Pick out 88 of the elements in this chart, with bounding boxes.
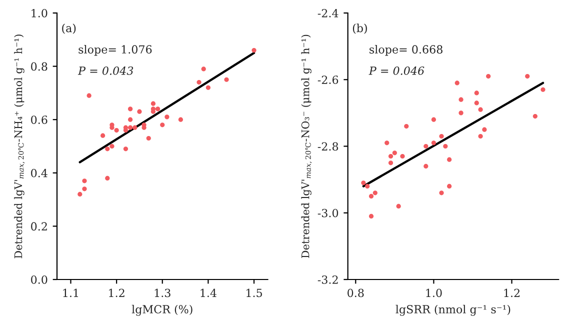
- point: [439, 190, 444, 196]
- point: [424, 144, 428, 149]
- point: [206, 85, 210, 90]
- x-tick-label: 1.2: [504, 288, 520, 298]
- y-tick-label: 0.8: [31, 62, 48, 71]
- point: [532, 114, 538, 119]
- x-tick-label: 1.1: [63, 288, 78, 298]
- point: [424, 164, 428, 169]
- y-tick-label: -2.6: [318, 76, 338, 84]
- x-axis-title: lgSRR (nmol g⁻¹ s⁻¹): [396, 304, 510, 316]
- annotation: (b): [352, 24, 367, 34]
- y-tick-label: -2.4: [318, 8, 338, 18]
- point: [388, 154, 394, 159]
- annotation: P = 0.043: [78, 66, 134, 75]
- point: [447, 184, 452, 189]
- point: [196, 80, 202, 85]
- y-axis-title: Detrended lgV'$_{max,20℃}$-NH₄⁺ (μmol g⁻¹ h⁻¹): [14, 34, 25, 258]
- point: [404, 124, 409, 129]
- point: [361, 180, 366, 186]
- point: [540, 87, 546, 92]
- annotation: (a): [62, 24, 76, 34]
- point: [146, 136, 151, 141]
- point: [474, 100, 479, 106]
- x-axis-title: lgMCR (%): [132, 304, 192, 316]
- point: [478, 134, 483, 139]
- x-tick-label: 1.2: [109, 288, 124, 298]
- point: [78, 192, 82, 197]
- x-tick-label: 1.5: [246, 288, 262, 298]
- point: [128, 106, 133, 112]
- x-tick-label: 1.0: [426, 288, 442, 298]
- y-axis-title: Detrended lgV'$_{max,20℃}$-NO₃⁻ (μmol g⁻¹ h⁻¹): [301, 34, 312, 258]
- point: [132, 125, 138, 130]
- annotation: slope= 1.076: [78, 44, 152, 56]
- point: [525, 74, 530, 79]
- point: [454, 80, 460, 86]
- point: [482, 127, 487, 132]
- point: [439, 134, 444, 139]
- point: [478, 107, 483, 112]
- point: [372, 190, 378, 196]
- point: [392, 150, 397, 156]
- point: [201, 66, 206, 72]
- point: [368, 214, 374, 219]
- y-tick-label: 0.2: [31, 222, 47, 231]
- point: [110, 144, 114, 149]
- point: [86, 93, 92, 98]
- y-tick-label: 1.0: [32, 8, 48, 18]
- point: [486, 74, 491, 79]
- y-tick-label: 0.4: [31, 168, 48, 178]
- point: [82, 186, 87, 192]
- point: [431, 117, 436, 122]
- point: [100, 133, 106, 138]
- point: [431, 140, 436, 146]
- y-tick-label: -2.8: [318, 142, 338, 151]
- point: [252, 48, 256, 53]
- point: [150, 101, 156, 106]
- point: [160, 122, 165, 128]
- point: [128, 125, 133, 130]
- y-tick-label: -3.2: [318, 275, 338, 284]
- point: [400, 154, 405, 159]
- x-tick-label: 0.8: [348, 288, 364, 298]
- point: [178, 117, 184, 122]
- point: [105, 176, 110, 181]
- point: [123, 146, 128, 152]
- point: [384, 140, 390, 146]
- point: [224, 77, 229, 82]
- y-tick-label: -3.0: [318, 208, 338, 218]
- point: [114, 128, 119, 133]
- point: [388, 160, 394, 166]
- point: [82, 178, 87, 184]
- point: [458, 97, 464, 102]
- annotation: P = 0.046: [368, 66, 424, 75]
- point: [458, 110, 464, 116]
- point: [155, 106, 160, 112]
- x-tick-label: 1.4: [200, 288, 216, 298]
- point: [443, 144, 448, 149]
- point: [164, 114, 170, 120]
- point: [447, 157, 452, 162]
- annotation: slope= 0.668: [370, 44, 442, 56]
- point: [396, 204, 401, 209]
- point: [105, 146, 110, 152]
- x-tick-label: 1.3: [154, 288, 170, 298]
- point: [128, 117, 133, 122]
- point: [368, 194, 374, 199]
- point: [137, 109, 142, 114]
- y-tick-label: 0.0: [31, 275, 48, 284]
- point: [365, 184, 370, 189]
- point: [474, 90, 479, 96]
- y-tick-label: 0.6: [31, 116, 48, 124]
